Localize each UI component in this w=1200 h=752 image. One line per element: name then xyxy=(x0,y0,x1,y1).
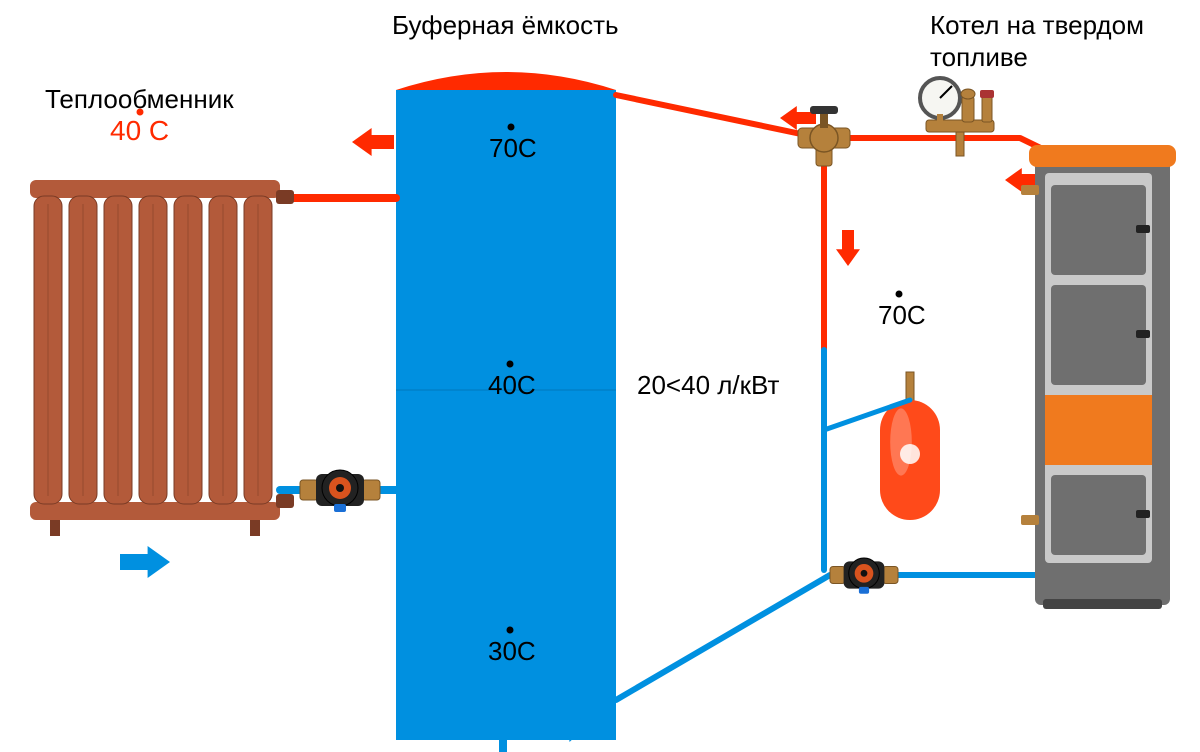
tank-temp-bot: 30C xyxy=(488,636,536,667)
circulation-pump-right-icon xyxy=(830,558,898,594)
heat-exchanger-label: Теплообменник xyxy=(45,84,234,115)
tank-temp-top: 70C xyxy=(489,133,537,164)
circulation-pump-left-icon xyxy=(300,470,380,512)
solid-fuel-boiler-icon xyxy=(1021,145,1176,609)
expansion-tank-icon xyxy=(880,372,940,520)
boiler-label-line2: топливе xyxy=(930,42,1028,73)
cold-pipe-right xyxy=(616,520,1055,700)
buffer-tank-label: Буферная ёмкость xyxy=(392,10,619,41)
tank-temp-mid: 40C xyxy=(488,370,536,401)
heat-exchanger-temp: 40 C xyxy=(110,115,169,147)
boiler-label-line1: Котел на твердом xyxy=(930,10,1144,41)
radiator-icon xyxy=(30,180,294,536)
tank-ratio-label: 20<40 л/кВт xyxy=(637,370,779,401)
circuit-temp-label: 70C xyxy=(878,300,926,331)
safety-group-icon xyxy=(920,78,994,156)
